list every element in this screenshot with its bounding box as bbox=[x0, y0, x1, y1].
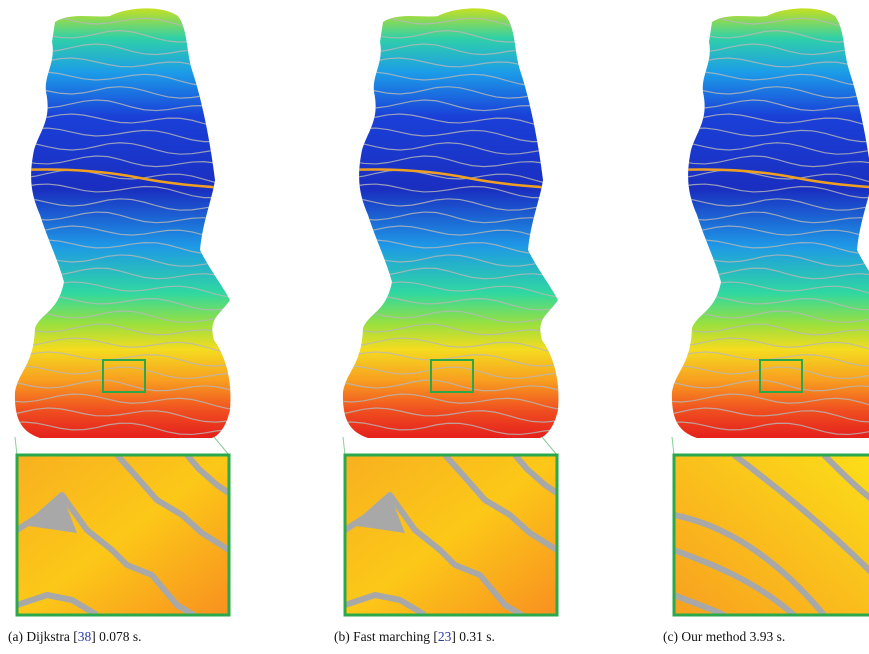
figure-art bbox=[0, 0, 869, 620]
caption-text: (c) Our method 3.93 s. bbox=[663, 629, 785, 644]
statue bbox=[15, 8, 231, 438]
caption-text: ] 0.078 s. bbox=[91, 629, 141, 644]
zoom-connector bbox=[15, 437, 17, 455]
caption-text: (b) Fast marching [ bbox=[334, 629, 438, 644]
zoom-view bbox=[674, 455, 869, 615]
figure: (a) Dijkstra [38] 0.078 s. (b) Fast marc… bbox=[0, 0, 869, 654]
caption: (a) Dijkstra [38] 0.078 s. bbox=[8, 629, 141, 645]
zoom-content bbox=[674, 455, 869, 615]
zoom-connector bbox=[214, 437, 229, 455]
statue bbox=[672, 8, 869, 438]
caption-text: (a) Dijkstra [ bbox=[8, 629, 78, 644]
statue bbox=[343, 8, 559, 438]
panel bbox=[657, 8, 869, 615]
citation[interactable]: 38 bbox=[78, 629, 92, 644]
zoom-fill bbox=[17, 455, 229, 615]
zoom-connector bbox=[542, 437, 557, 455]
zoom-fill bbox=[674, 455, 869, 615]
caption-text: ] 0.31 s. bbox=[451, 629, 495, 644]
zoom-connector bbox=[672, 437, 674, 455]
citation[interactable]: 23 bbox=[438, 629, 452, 644]
panel bbox=[328, 8, 568, 617]
caption: (c) Our method 3.93 s. bbox=[663, 629, 785, 645]
zoom-content bbox=[345, 455, 557, 617]
zoom-connector bbox=[343, 437, 345, 455]
caption: (b) Fast marching [23] 0.31 s. bbox=[334, 629, 495, 645]
panel bbox=[0, 8, 240, 617]
zoom-view bbox=[17, 455, 229, 617]
zoom-fill bbox=[345, 455, 557, 615]
zoom-view bbox=[345, 455, 557, 617]
zoom-content bbox=[17, 455, 229, 617]
